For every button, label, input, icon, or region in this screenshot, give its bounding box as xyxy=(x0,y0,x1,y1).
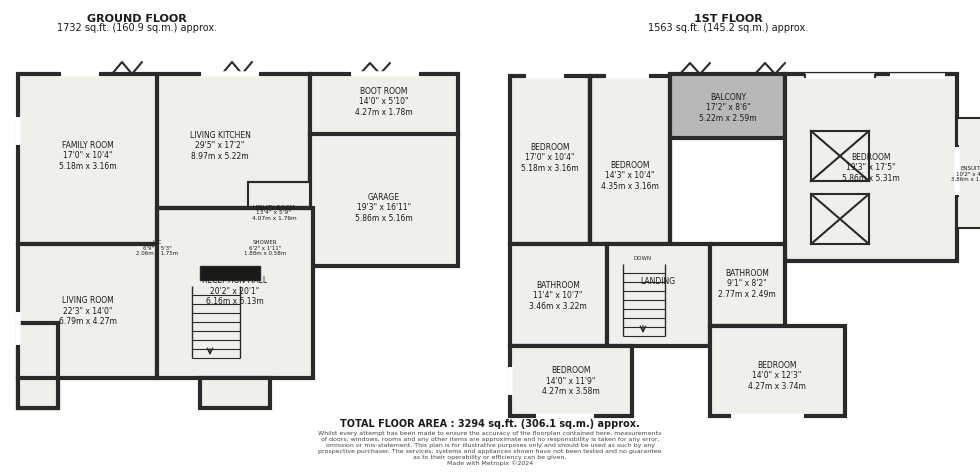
Text: prospective purchaser. The services, systems and appliances shown have not been : prospective purchaser. The services, sys… xyxy=(318,448,662,454)
Bar xyxy=(510,346,632,416)
Text: as to their operability or efficiency can be given.: as to their operability or efficiency ca… xyxy=(414,455,566,459)
Text: BEDROOM
19'3" x 17'5"
5.86m x 5.31m: BEDROOM 19'3" x 17'5" 5.86m x 5.31m xyxy=(842,153,900,183)
Text: LIVING KITCHEN
29'5" x 17'2"
8.97m x 5.22m: LIVING KITCHEN 29'5" x 17'2" 8.97m x 5.2… xyxy=(189,131,251,161)
Text: ENSUITE
10'2" x 4'9"
3.86m x 1.46m: ENSUITE 10'2" x 4'9" 3.86m x 1.46m xyxy=(951,166,980,182)
Bar xyxy=(18,323,58,408)
Bar xyxy=(200,266,260,280)
Text: SHOWER
6'2" x 1'11"
1.88m x 0.58m: SHOWER 6'2" x 1'11" 1.88m x 0.58m xyxy=(244,240,286,256)
Text: Made with Metropix ©2024: Made with Metropix ©2024 xyxy=(447,460,533,466)
Text: 1ST FLOOR: 1ST FLOOR xyxy=(694,14,762,24)
Text: LANDING: LANDING xyxy=(641,277,675,286)
Bar xyxy=(248,182,310,244)
Bar xyxy=(811,194,869,244)
Text: LIVING ROOM
22'3" x 14'0"
6.79m x 4.27m: LIVING ROOM 22'3" x 14'0" 6.79m x 4.27m xyxy=(59,296,117,326)
Text: BALCONY
17'2" x 8'6"
5.22m x 2.59m: BALCONY 17'2" x 8'6" 5.22m x 2.59m xyxy=(699,93,757,123)
Text: BATHROOM
11'4" x 10'7"
3.46m x 3.22m: BATHROOM 11'4" x 10'7" 3.46m x 3.22m xyxy=(529,281,587,311)
Text: UTILITY ROOM
13'4" x 5'9"
4.07m x 1.76m: UTILITY ROOM 13'4" x 5'9" 4.07m x 1.76m xyxy=(252,205,296,221)
Text: WC
6'9" x 5'3"
2.06m x 1.75m: WC 6'9" x 5'3" 2.06m x 1.75m xyxy=(136,240,178,256)
Bar xyxy=(510,244,607,346)
Text: Whilst every attempt has been made to ensure the accuracy of the floorplan conta: Whilst every attempt has been made to en… xyxy=(318,430,662,436)
Bar xyxy=(590,76,670,244)
Text: BEDROOM
17'0" x 10'4"
5.18m x 3.16m: BEDROOM 17'0" x 10'4" 5.18m x 3.16m xyxy=(521,143,579,173)
Text: BEDROOM
14'0" x 12'3"
4.27m x 3.74m: BEDROOM 14'0" x 12'3" 4.27m x 3.74m xyxy=(748,361,806,391)
Text: 1732 sq.ft. (160.9 sq.m.) approx.: 1732 sq.ft. (160.9 sq.m.) approx. xyxy=(57,23,217,33)
Bar xyxy=(18,74,310,244)
Text: FAMILY ROOM
17'0" x 10'4"
5.18m x 3.16m: FAMILY ROOM 17'0" x 10'4" 5.18m x 3.16m xyxy=(59,141,117,171)
Text: omission or mis-statement. This plan is for illustrative purposes only and shoul: omission or mis-statement. This plan is … xyxy=(325,443,655,447)
Text: DOWN: DOWN xyxy=(634,256,652,260)
Bar xyxy=(310,74,458,136)
Bar xyxy=(957,118,980,228)
Bar xyxy=(670,74,785,138)
Bar xyxy=(607,244,710,346)
Bar xyxy=(18,378,58,408)
Text: 1563 sq.ft. (145.2 sq.m.) approx.: 1563 sq.ft. (145.2 sq.m.) approx. xyxy=(648,23,808,33)
Bar xyxy=(710,326,845,416)
Text: GROUND FLOOR: GROUND FLOOR xyxy=(87,14,187,24)
Bar xyxy=(710,244,785,326)
Text: of doors, windows, rooms and any other items are approximate and no responsibili: of doors, windows, rooms and any other i… xyxy=(320,436,660,442)
Bar xyxy=(18,244,157,378)
Bar xyxy=(200,378,270,408)
Text: RECEPTION HALL
20'2" x 20'1"
6.16m x 6.13m: RECEPTION HALL 20'2" x 20'1" 6.16m x 6.1… xyxy=(203,276,268,306)
Bar xyxy=(310,134,458,266)
Text: BEDROOM
14'0" x 11'9"
4.27m x 3.58m: BEDROOM 14'0" x 11'9" 4.27m x 3.58m xyxy=(542,366,600,396)
Text: GARAGE
19'3" x 16'11"
5.86m x 5.16m: GARAGE 19'3" x 16'11" 5.86m x 5.16m xyxy=(355,193,413,223)
Bar xyxy=(510,76,590,244)
Bar xyxy=(785,74,957,261)
Text: TOTAL FLOOR AREA : 3294 sq.ft. (306.1 sq.m.) approx.: TOTAL FLOOR AREA : 3294 sq.ft. (306.1 sq… xyxy=(340,419,640,429)
Bar xyxy=(811,131,869,181)
Bar xyxy=(157,208,313,378)
Text: BOOT ROOM
14'0" x 5'10"
4.27m x 1.78m: BOOT ROOM 14'0" x 5'10" 4.27m x 1.78m xyxy=(355,87,413,117)
Text: BATHROOM
9'1" x 8'2"
2.77m x 2.49m: BATHROOM 9'1" x 8'2" 2.77m x 2.49m xyxy=(718,269,776,299)
Text: BEDROOM
14'3" x 10'4"
4.35m x 3.16m: BEDROOM 14'3" x 10'4" 4.35m x 3.16m xyxy=(601,161,659,191)
